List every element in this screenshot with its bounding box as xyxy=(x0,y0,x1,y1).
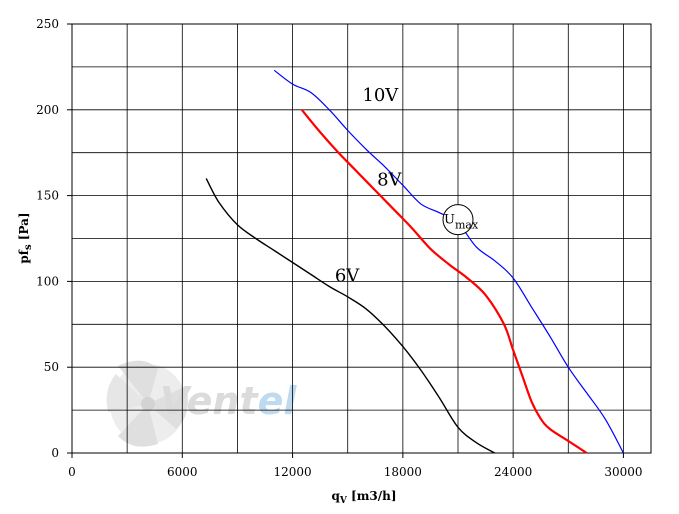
x-tick-label: 30000 xyxy=(604,465,642,479)
y-tick-label: 100 xyxy=(36,274,59,288)
curve-label-10v: 10V xyxy=(362,85,399,106)
curve-label-6v: 6V xyxy=(335,265,360,286)
curve-labels: 10V 8V 6V xyxy=(335,85,403,286)
x-tick-label: 0 xyxy=(68,465,76,479)
umax-label: Umax xyxy=(444,213,479,232)
series-line-6v xyxy=(205,178,496,454)
series-line-10v xyxy=(273,69,624,454)
x-tick-label: 6000 xyxy=(167,465,198,479)
y-tick-label: 150 xyxy=(36,189,59,203)
grid xyxy=(72,24,651,453)
series-line-8v xyxy=(300,109,588,454)
watermark-text: Ventel xyxy=(160,379,297,423)
y-axis-ticks: 0 50 100 150 200 250 xyxy=(36,17,72,460)
umax-marker: Umax xyxy=(442,204,479,236)
umax-circle xyxy=(442,204,474,236)
y-tick-label: 250 xyxy=(36,17,59,31)
x-axis-ticks: 0 6000 12000 18000 24000 30000 xyxy=(68,453,643,479)
x-tick-label: 18000 xyxy=(384,465,422,479)
watermark: Ventel xyxy=(106,360,297,447)
x-tick-label: 12000 xyxy=(273,465,311,479)
curve-label-8v: 8V xyxy=(377,169,402,190)
x-axis-label: qV [m3/h] xyxy=(331,489,396,506)
x-tick-label: 24000 xyxy=(494,465,532,479)
watermark-accent-text: el xyxy=(258,379,298,423)
y-tick-label: 50 xyxy=(44,360,59,374)
y-tick-label: 0 xyxy=(51,446,59,460)
y-tick-label: 200 xyxy=(36,103,59,117)
watermark-main-text: Vent xyxy=(160,379,259,423)
plot-frame xyxy=(71,23,652,454)
y-axis-label: pfs [Pa] xyxy=(17,212,34,263)
